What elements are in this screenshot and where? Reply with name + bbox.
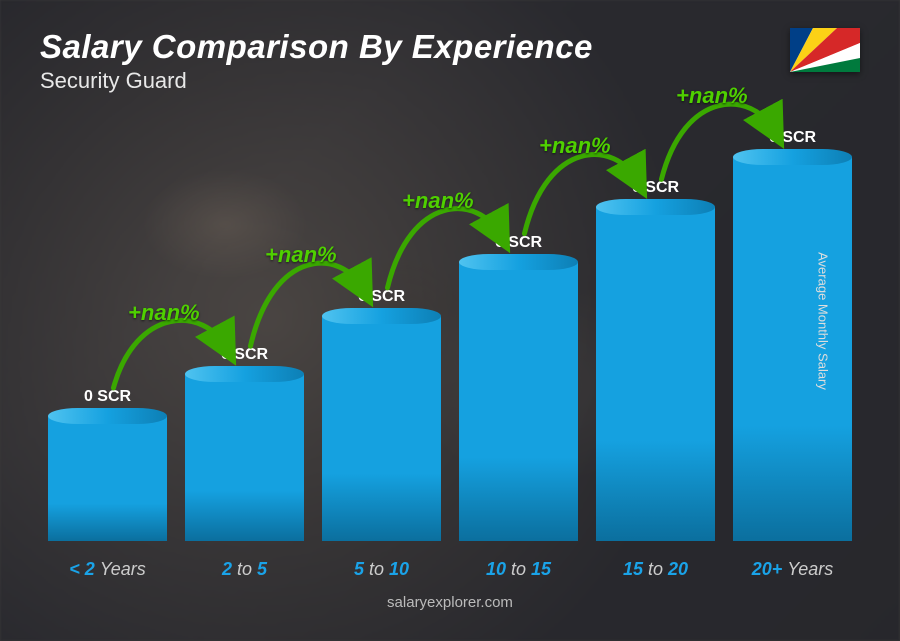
- increase-label: +nan%: [128, 300, 200, 326]
- chart-container: Salary Comparison By Experience Security…: [0, 0, 900, 641]
- x-axis-label: < 2 Years: [48, 559, 167, 580]
- increase-label: +nan%: [265, 242, 337, 268]
- chart-title: Salary Comparison By Experience: [40, 28, 593, 66]
- increase-label: +nan%: [676, 83, 748, 109]
- chart-area: 0 SCR0 SCR0 SCR0 SCR0 SCR0 SCR +nan%+nan…: [40, 124, 860, 541]
- x-axis-label: 20+ Years: [733, 559, 852, 580]
- increase-arrow: [387, 209, 500, 288]
- flag-seychelles-icon: [790, 28, 860, 72]
- y-axis-label: Average Monthly Salary: [816, 252, 831, 390]
- x-axis-labels: < 2 Years 2 to 5 5 to 10 10 to 15 15 to 20 20…: [40, 549, 860, 580]
- increase-arrow: [524, 155, 637, 234]
- chart-subtitle: Security Guard: [40, 68, 593, 94]
- title-block: Salary Comparison By Experience Security…: [40, 28, 593, 94]
- increase-arrow: [250, 263, 363, 346]
- x-axis-label: 15 to 20: [596, 559, 715, 580]
- footer-source: salaryexplorer.com: [40, 594, 860, 611]
- increase-label: +nan%: [539, 133, 611, 159]
- x-axis-label: 5 to 10: [322, 559, 441, 580]
- increase-arrows-layer: [40, 124, 860, 541]
- increase-arrow: [661, 104, 774, 179]
- increase-arrow: [113, 320, 226, 387]
- x-axis-label: 2 to 5: [185, 559, 304, 580]
- increase-label: +nan%: [402, 188, 474, 214]
- x-axis-label: 10 to 15: [459, 559, 578, 580]
